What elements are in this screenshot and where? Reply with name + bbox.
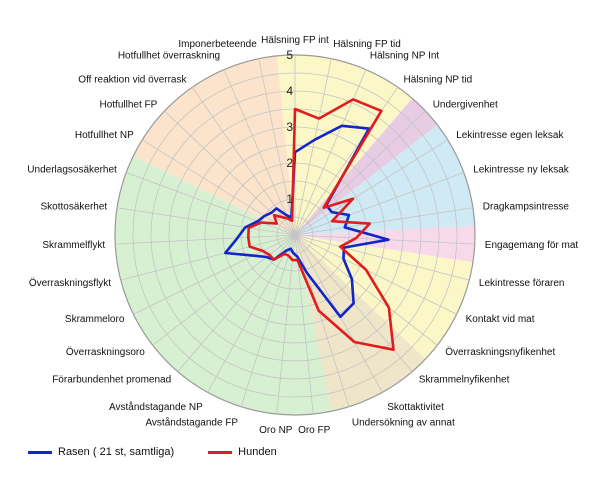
category-label: Hälsning FP tid [333, 39, 401, 50]
category-label: Oro NP [259, 425, 293, 436]
legend-item-hunden: Hunden [208, 446, 277, 458]
grid-spoke [294, 234, 457, 315]
grid-spoke [294, 234, 438, 346]
category-label: Lekintresse föraren [479, 278, 565, 289]
band-curiosity [295, 235, 426, 412]
category-label: Lekintresse egen leksak [456, 130, 564, 141]
category-label: Oro FP [298, 425, 331, 436]
legend-swatch-rasen [28, 450, 52, 454]
category-label: Kontakt vid mat [466, 314, 535, 325]
category-label: Överraskningsoro [66, 346, 145, 358]
category-label: Avståndstagande NP [109, 401, 203, 413]
category-label: Dragkampsintresse [483, 202, 570, 213]
grid-spoke [294, 234, 470, 281]
category-label: Hotfullhet FP [99, 100, 157, 111]
category-label: Hotfullhet överraskning [118, 50, 220, 61]
category-label: Engagemang för mat [485, 240, 579, 251]
category-label: Undersökning av annat [352, 417, 455, 428]
category-label: Överraskningsnyfikenhet [445, 346, 555, 358]
grid-spoke [294, 234, 314, 415]
band-aggression [133, 55, 295, 235]
category-label: Skottaktivitet [387, 402, 444, 413]
grid-spoke [294, 172, 464, 236]
grid-spoke [152, 234, 296, 346]
grid-spoke [294, 139, 448, 236]
band-food [295, 225, 475, 263]
grid-spoke [126, 172, 296, 236]
category-label: Lekintresse ny leksak [473, 165, 570, 176]
r-tick-label: 5 [286, 48, 293, 62]
category-label: Skrammelnyfikenhet [419, 375, 510, 386]
r-tick-label: 4 [286, 84, 293, 98]
legend-item-rasen: Rasen ( 21 st, samtliga) [28, 446, 174, 458]
grid-spoke [294, 234, 350, 407]
grid-spoke [117, 207, 296, 236]
legend-label-rasen: Rasen ( 21 st, samtliga) [58, 446, 175, 458]
grid-spoke [120, 234, 296, 281]
category-label: Skottosäkerhet [40, 202, 107, 213]
category-label: Avståndstagande FP [145, 416, 238, 428]
grid-spoke [294, 58, 332, 236]
radial-tick-labels: 1 2 3 4 5 [286, 48, 293, 206]
category-label: Skrammelflykt [42, 240, 105, 251]
grid-spoke [276, 234, 296, 415]
radar-series [224, 98, 395, 352]
series-line-1 [247, 98, 395, 352]
series-line-0 [224, 124, 390, 319]
r-tick-label: 3 [286, 120, 293, 134]
category-label: Förarbundenhet promenad [52, 375, 171, 386]
r-tick-label: 1 [286, 192, 293, 206]
grid-spoke [258, 58, 296, 236]
category-label: Off reaktion vid överrask [78, 75, 187, 86]
category-label: Skrammeloro [65, 314, 125, 325]
category-label: Undergivenhet [433, 100, 498, 111]
grid-spoke [115, 234, 296, 245]
category-label: Hälsning NP Int [370, 50, 440, 61]
grid-spoke [294, 207, 473, 236]
category-label: Hälsning NP tid [404, 75, 473, 86]
legend-swatch-hunden [208, 450, 233, 454]
grid-spoke [240, 234, 296, 407]
category-label: Imponerbeteende [178, 39, 257, 50]
grid-spoke [207, 234, 296, 393]
grid-spoke [142, 139, 296, 236]
band-positive [276, 55, 413, 236]
category-label: Överraskningsflykt [29, 277, 111, 289]
grid-spoke [294, 69, 367, 236]
legend-label-hunden: Hunden [238, 446, 277, 458]
band-fear [115, 155, 332, 415]
category-label: Underlagsosäkerhet [27, 165, 117, 176]
grid-spoke [294, 110, 426, 236]
legend: Rasen ( 21 st, samtliga) Hunden [28, 446, 277, 458]
category-label: Hotfullhet NP [75, 130, 134, 141]
grid-spoke [133, 234, 296, 315]
grid-spoke [223, 69, 296, 236]
r-tick-label: 2 [286, 156, 293, 170]
category-label: Hälsning FP int [261, 35, 329, 46]
